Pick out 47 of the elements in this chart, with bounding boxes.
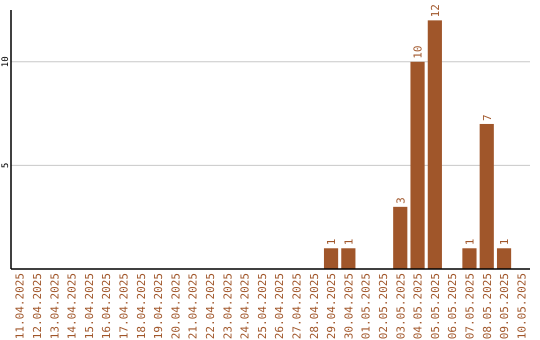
x-tick-label: 05.05.2025 [428,273,442,340]
bar [393,206,408,269]
x-tick-label: 03.05.2025 [394,273,408,340]
x-tick-label: 30.04.2025 [342,273,356,340]
x-tick-label: 27.04.2025 [290,273,304,340]
x-tick-label: 13.04.2025 [48,273,62,340]
bar [496,248,512,269]
data-label: 12 [428,4,442,18]
bar [410,62,425,269]
x-tick-label: 07.05.2025 [463,273,476,340]
x-tick-label: 08.05.2025 [480,273,494,340]
bar [428,20,442,269]
bar [324,248,338,269]
data-label: 1 [342,238,356,246]
x-tick-label: 23.04.2025 [221,273,234,340]
x-tick-label: 11.04.2025 [14,273,27,340]
x-tick-label: 06.05.2025 [446,273,460,340]
x-tick-label: 09.05.2025 [498,273,512,340]
x-tick-label: 14.04.2025 [66,273,79,340]
data-label: 3 [394,197,408,204]
data-label: 10 [412,46,425,59]
x-tick-label: 22.04.2025 [204,273,217,340]
x-tick-label: 28.04.2025 [308,273,321,340]
x-tick-label: 25.04.2025 [256,273,269,340]
x-tick-label: 21.04.2025 [186,273,200,340]
x-tick-label: 19.04.2025 [152,273,166,340]
x-tick-label: 17.04.2025 [117,273,130,340]
x-tick-label: 18.04.2025 [134,273,148,340]
bar [462,248,477,269]
x-tick-label: 02.05.2025 [376,273,390,340]
x-tick-label: 26.04.2025 [273,273,286,340]
x-tick-label: 20.04.2025 [169,273,182,340]
x-tick-label: 15.04.2025 [82,273,96,340]
x-tick-label: 04.05.2025 [412,273,425,340]
x-tick-label: 10.05.2025 [515,273,528,340]
x-tick-label: 16.04.2025 [100,273,114,340]
data-label: 7 [480,114,494,121]
bar [341,248,356,269]
x-tick-label: 12.04.2025 [30,273,44,340]
bar [480,124,494,269]
y-tick-label: 5 [1,162,11,168]
x-tick-label: 01.05.2025 [360,273,373,340]
data-label: 1 [498,238,512,246]
data-label: 1 [325,238,338,246]
x-tick-label: 24.04.2025 [238,273,252,340]
x-tick-label: 29.04.2025 [325,273,338,340]
data-label: 1 [463,238,476,246]
